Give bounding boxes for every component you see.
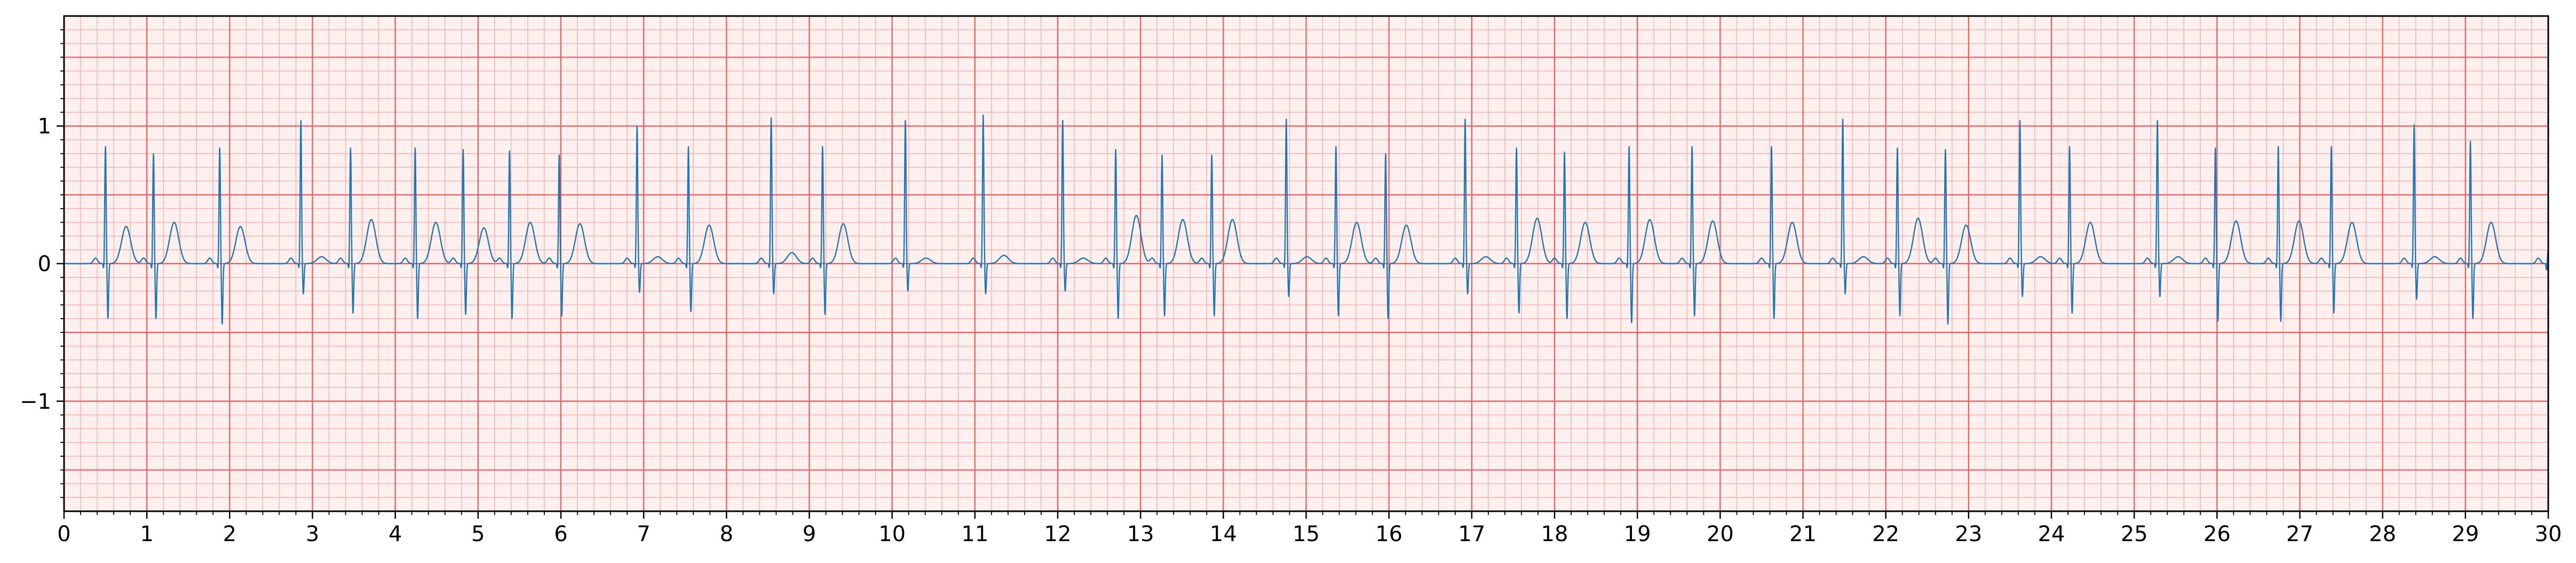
x-tick-label: 20: [1707, 522, 1734, 546]
x-tick-label: 15: [1293, 522, 1320, 546]
x-tick-label: 13: [1127, 522, 1154, 546]
x-tick-label: 8: [720, 522, 733, 546]
series-layer: [64, 114, 2549, 325]
x-tick-label: 10: [878, 522, 906, 546]
x-tick-label: 27: [2286, 522, 2313, 546]
x-tick-label: 4: [389, 522, 402, 546]
x-tick-label: 6: [554, 522, 567, 546]
x-tick-label: 14: [1210, 522, 1237, 546]
ecg-trace-line: [64, 114, 2549, 325]
x-tick-label: 7: [637, 522, 650, 546]
x-tick-label: 28: [2369, 522, 2396, 546]
x-tick-label: 0: [57, 522, 70, 546]
x-tick-label: 26: [2204, 522, 2231, 546]
x-tick-label: 22: [1872, 522, 1899, 546]
y-axis: 1 0 −1: [20, 29, 64, 498]
x-tick-label: 16: [1375, 522, 1402, 546]
x-tick-label: 29: [2452, 522, 2479, 546]
x-tick-label: 2: [223, 522, 236, 546]
x-tick-label: 21: [1789, 522, 1817, 546]
x-tick-label: 1: [140, 522, 153, 546]
x-tick-label: 30: [2535, 522, 2562, 546]
y-tick-label: 1: [38, 114, 51, 139]
x-tick-label: 23: [1955, 522, 1982, 546]
x-tick-label: 18: [1541, 522, 1568, 546]
y-tick-label: −1: [20, 390, 51, 414]
x-axis: 0 1 2 3 4 5 6 7 8 9 10 11 12 13 14 15 16 17 18 19 20 21 22 23 24…: [57, 511, 2562, 546]
x-tick-label: 5: [471, 522, 485, 546]
y-tick-label: 0: [38, 252, 51, 276]
x-tick-label: 11: [961, 522, 988, 546]
x-tick-label: 12: [1044, 522, 1072, 546]
x-tick-label: 9: [803, 522, 816, 546]
x-tick-label: 25: [2121, 522, 2148, 546]
x-tick-label: 19: [1624, 522, 1651, 546]
x-tick-label: 17: [1458, 522, 1485, 546]
x-tick-label: 3: [306, 522, 319, 546]
x-tick-label: 24: [2038, 522, 2065, 546]
